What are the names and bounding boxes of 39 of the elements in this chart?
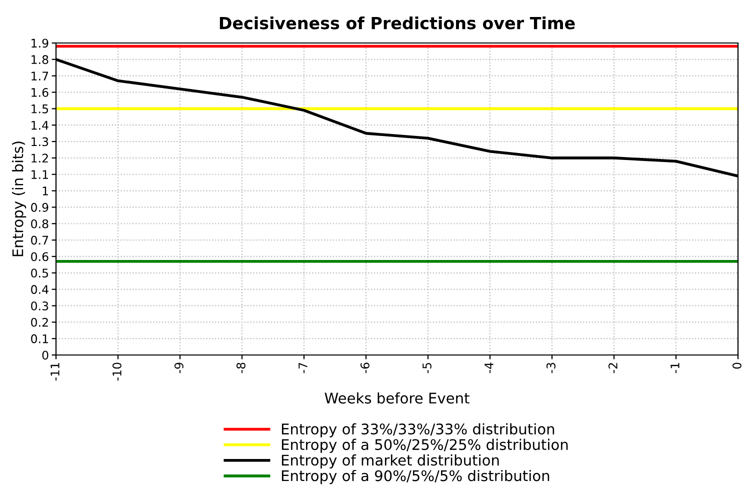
y-tick-label: 1.1 bbox=[32, 170, 48, 179]
x-tick-label: -3 bbox=[546, 362, 556, 374]
y-tick-label: 1.5 bbox=[32, 104, 48, 114]
y-tick-label: 1.8 bbox=[32, 55, 48, 64]
y-tick-label: 1.6 bbox=[32, 88, 48, 97]
y-tick-label: 0.1 bbox=[31, 334, 48, 344]
y-tick-label: 0.8 bbox=[31, 219, 48, 228]
y-tick-label: 1.4 bbox=[32, 120, 48, 130]
x-tick-label: -1 bbox=[670, 363, 680, 374]
x-tick-label: -8 bbox=[236, 362, 246, 374]
y-tick-label: 0.3 bbox=[31, 301, 48, 310]
y-tick-label: 0.5 bbox=[31, 268, 48, 278]
legend-label: Entropy of 33%/33%/33% distribution bbox=[282, 423, 554, 438]
x-tick-label: -6 bbox=[360, 362, 370, 374]
chart-title: Decisiveness of Predictions over Time bbox=[220, 16, 575, 30]
y-axis-title: Entropy (in bits) bbox=[12, 142, 26, 256]
legend-label: Entropy of a 50%/25%/25% distribution bbox=[282, 438, 568, 453]
y-tick-label: 1.2 bbox=[32, 154, 48, 162]
x-tick-label: -7 bbox=[298, 362, 308, 374]
y-tick-label: 0 bbox=[42, 350, 48, 360]
y-tick-label: 1.3 bbox=[32, 137, 48, 146]
x-tick-label: -9 bbox=[174, 362, 184, 374]
legend-label: Entropy of a 90%/5%/5% distribution bbox=[282, 470, 550, 484]
x-tick-label: -2 bbox=[608, 363, 618, 374]
x-axis-title: Weeks before Event bbox=[324, 392, 470, 404]
x-tick-label: -4 bbox=[484, 362, 494, 374]
y-tick-label: 0.2 bbox=[31, 318, 48, 327]
y-tick-label: 0.9 bbox=[31, 202, 48, 212]
y-tick-label: 1.7 bbox=[32, 72, 48, 80]
y-tick-label: 1.9 bbox=[32, 38, 48, 48]
x-tick-label: 0 bbox=[732, 362, 742, 369]
y-tick-label: 0.4 bbox=[31, 285, 48, 294]
x-tick-label: -11 bbox=[50, 363, 60, 381]
y-tick-label: 1 bbox=[42, 186, 48, 196]
y-tick-label: 0.7 bbox=[31, 236, 48, 245]
legend-label: Entropy of market distribution bbox=[282, 454, 499, 468]
x-tick-label: -10 bbox=[112, 362, 122, 381]
y-tick-label: 0.6 bbox=[31, 252, 48, 262]
x-tick-label: -5 bbox=[422, 362, 432, 374]
